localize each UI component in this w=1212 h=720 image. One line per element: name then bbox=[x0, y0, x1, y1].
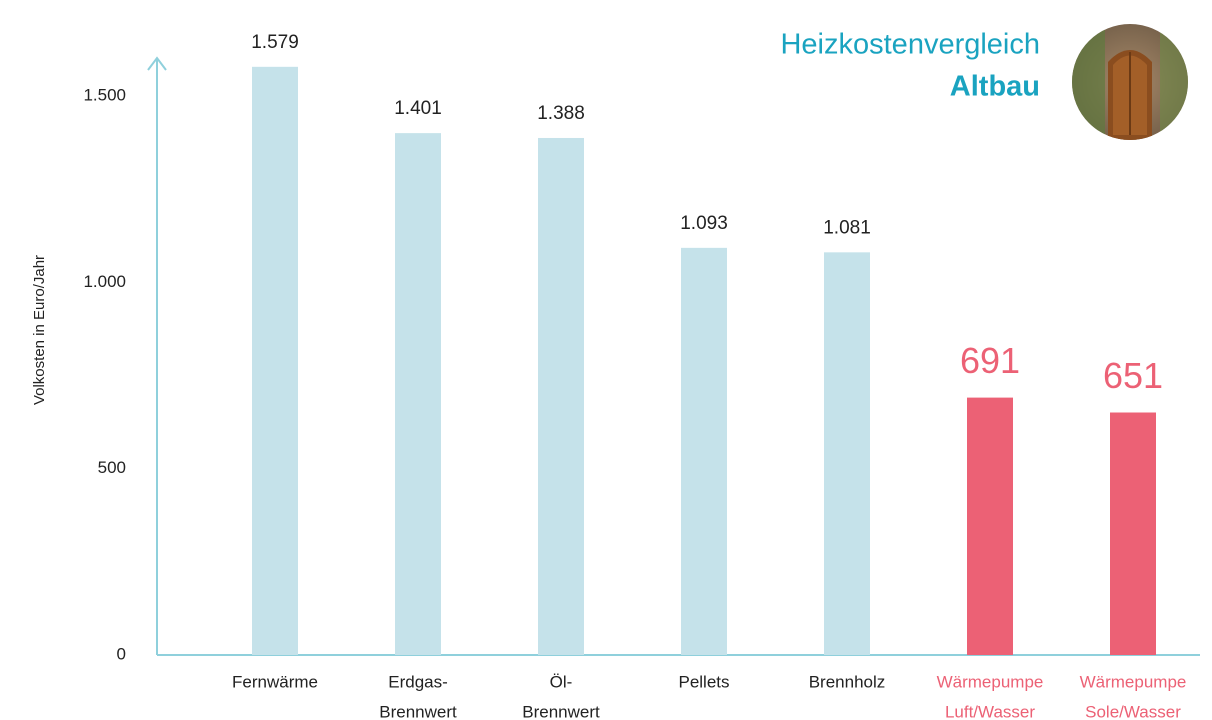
value-label: 1.401 bbox=[394, 98, 442, 119]
bar bbox=[967, 398, 1013, 655]
y-tick-label: 0 bbox=[117, 644, 126, 663]
bar bbox=[681, 248, 727, 655]
x-tick-label: Sole/Wasser bbox=[1085, 702, 1181, 720]
value-label: 1.388 bbox=[537, 103, 585, 124]
x-tick-label: Fernwärme bbox=[232, 672, 318, 691]
photo bbox=[1070, 22, 1190, 142]
value-label: 651 bbox=[1103, 355, 1163, 396]
value-label: 1.093 bbox=[680, 213, 728, 234]
x-tick-label: Pellets bbox=[678, 672, 729, 691]
value-label: 1.081 bbox=[823, 217, 871, 238]
y-tick-label: 1.500 bbox=[83, 86, 126, 105]
y-axis-label: Volkosten in Euro/Jahr bbox=[31, 255, 48, 405]
y-tick-label: 1.000 bbox=[83, 272, 126, 291]
value-label: 691 bbox=[960, 340, 1020, 381]
x-tick-label: Brennholz bbox=[809, 672, 886, 691]
chart-title: Heizkostenvergleich bbox=[780, 29, 1040, 61]
chart: Heizkostenvergleich Altbau Volkosten in … bbox=[0, 0, 1212, 720]
x-tick-label: Öl- bbox=[550, 672, 573, 691]
bar bbox=[538, 138, 584, 655]
bar bbox=[824, 252, 870, 655]
x-tick-label: Erdgas- bbox=[388, 672, 448, 691]
chart-subtitle: Altbau bbox=[950, 71, 1040, 103]
bar bbox=[1110, 413, 1156, 655]
bar bbox=[252, 67, 298, 655]
bar bbox=[395, 133, 441, 655]
x-tick-label: Wärmepumpe bbox=[937, 672, 1044, 691]
x-tick-label: Luft/Wasser bbox=[945, 702, 1035, 720]
value-label: 1.579 bbox=[251, 32, 299, 53]
y-tick-label: 500 bbox=[98, 458, 126, 477]
x-tick-label: Brennwert bbox=[522, 702, 600, 720]
x-tick-label: Brennwert bbox=[379, 702, 457, 720]
x-tick-label: Wärmepumpe bbox=[1080, 672, 1187, 691]
